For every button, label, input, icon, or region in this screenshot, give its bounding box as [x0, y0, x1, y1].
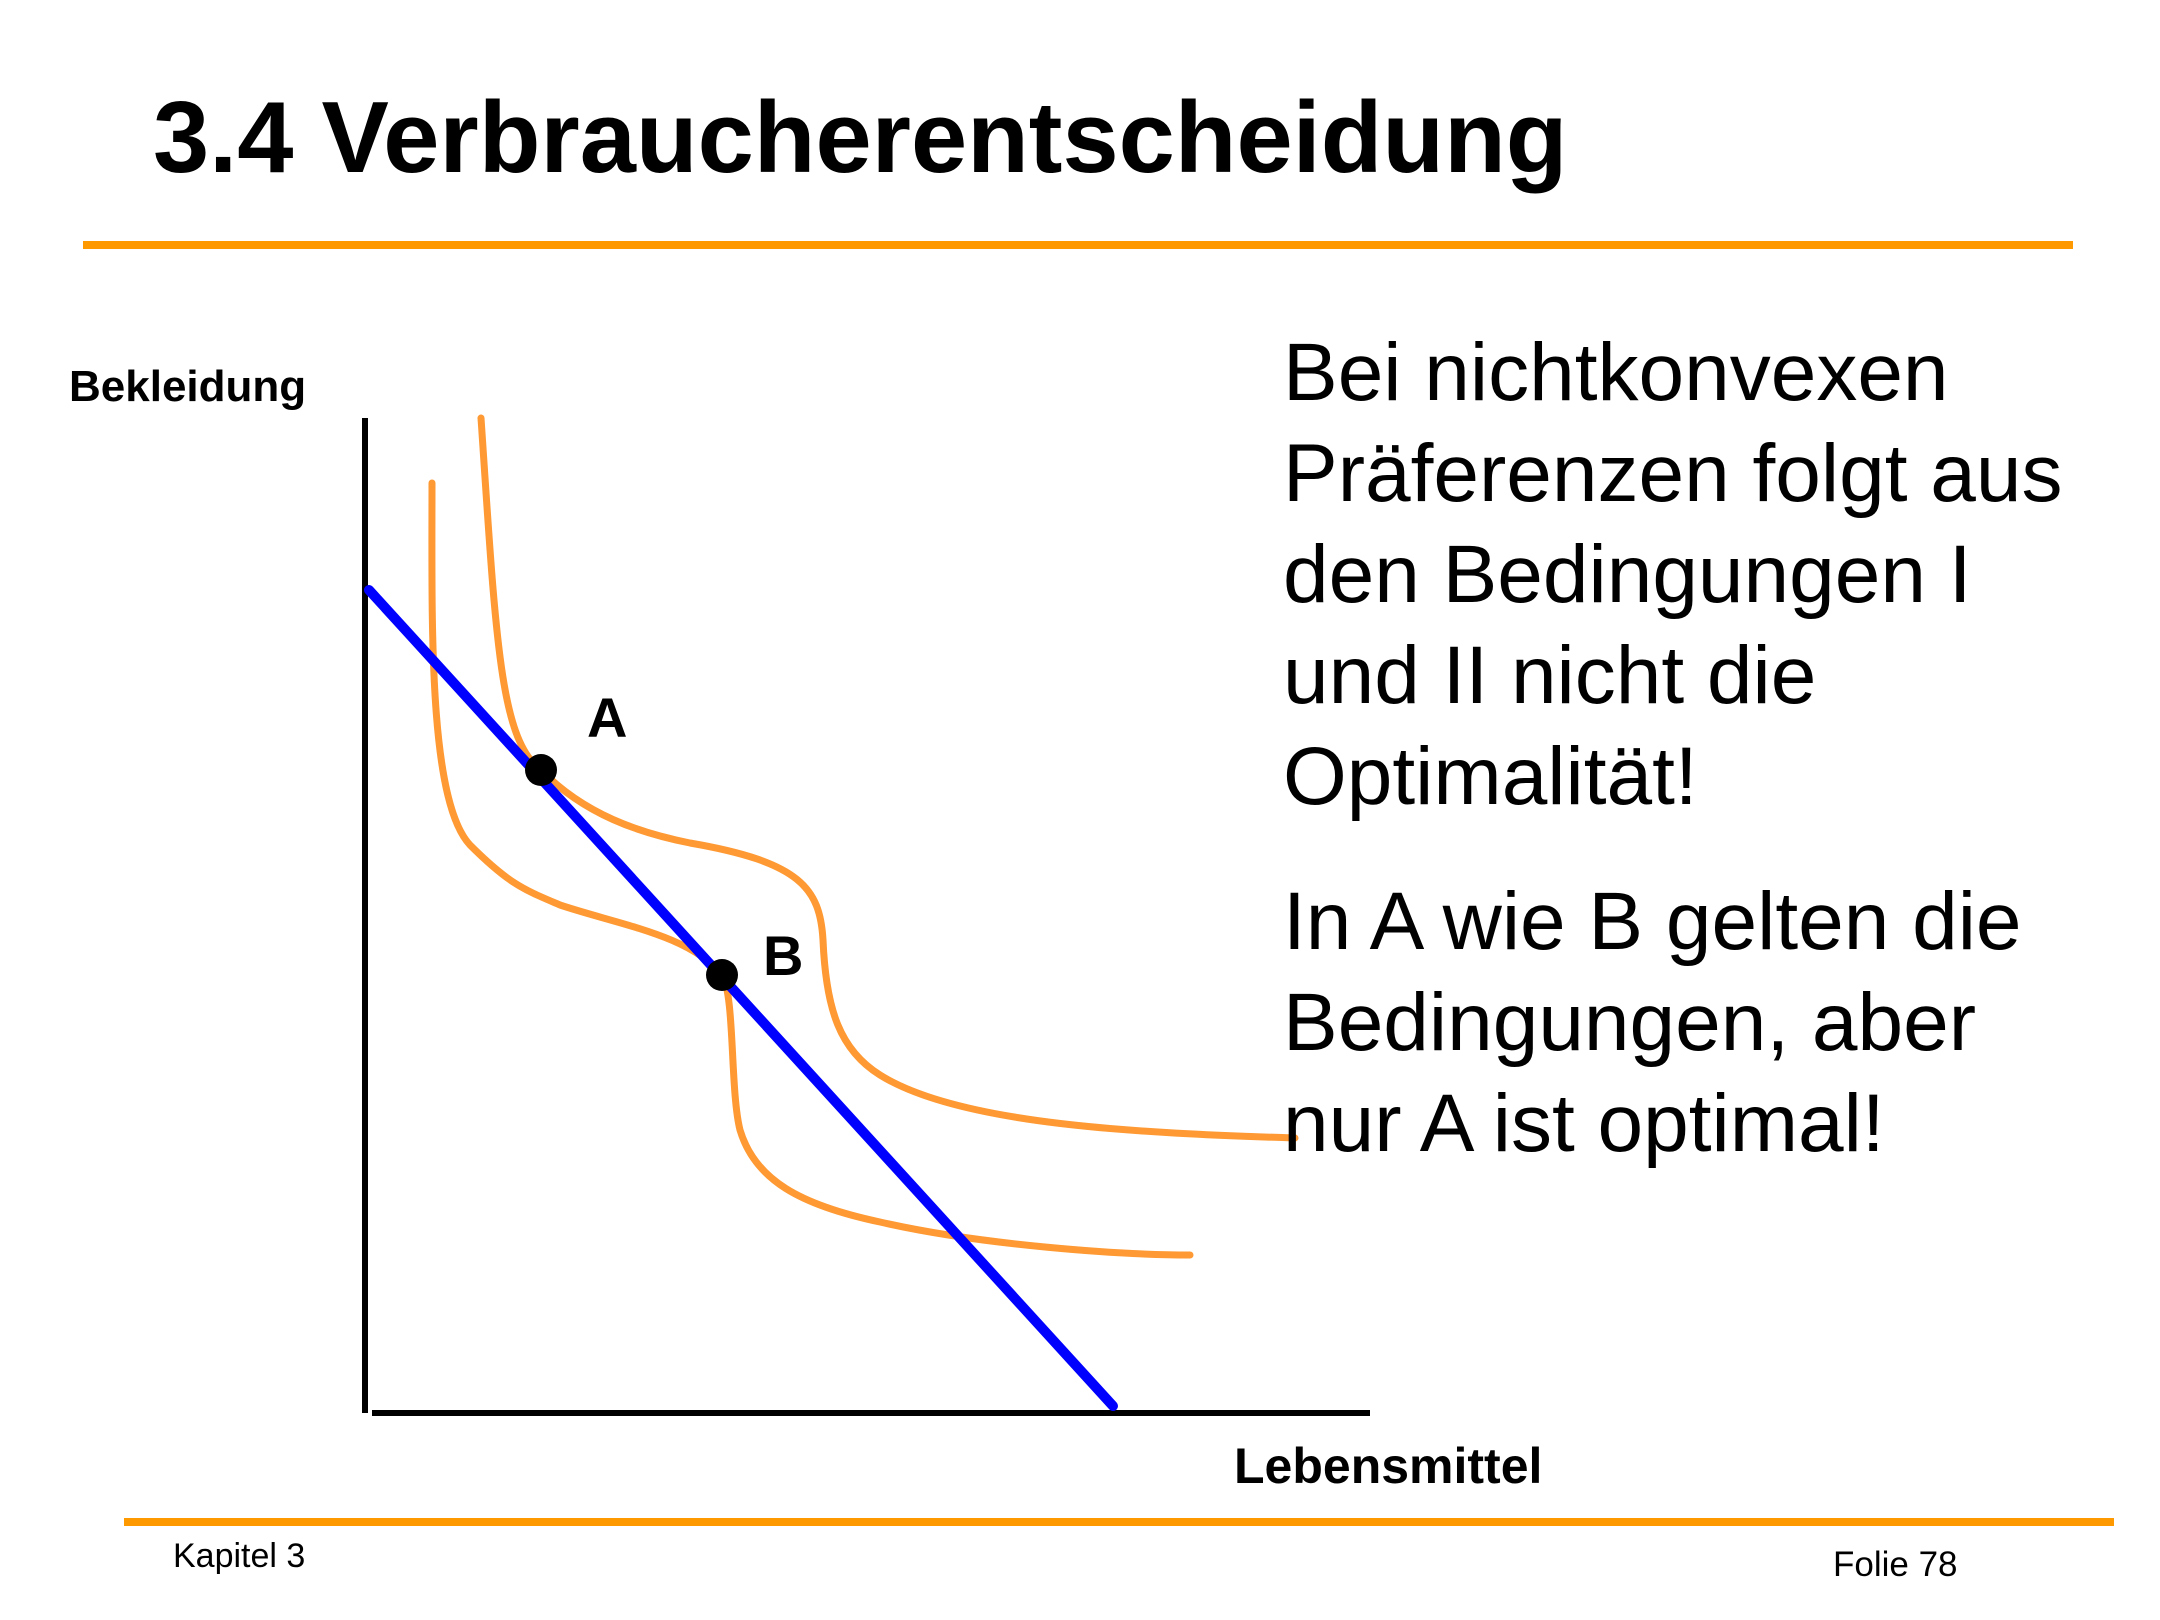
title-divider — [83, 241, 2073, 249]
footer-slide-number: Folie 78 — [1833, 1545, 1958, 1584]
footer-chapter: Kapitel 3 — [173, 1537, 306, 1575]
explanation-paragraph-2: In A wie B gelten die Bedingungen, aber … — [1283, 871, 2143, 1174]
text-line: und II nicht die — [1283, 630, 1817, 721]
explanation-paragraph-1: Bei nichtkonvexen Präferenzen folgt aus … — [1283, 322, 2143, 827]
indifference-curve-upper — [477, 414, 1299, 1142]
point-b-marker — [706, 959, 738, 991]
page-title: 3.4 Verbraucherentscheidung — [153, 82, 1568, 194]
x-axis-label: Lebensmittel — [1234, 1438, 1543, 1494]
point-b-label: B — [763, 924, 803, 987]
point-a-marker — [525, 754, 557, 786]
footer-divider — [124, 1518, 2114, 1526]
text-line: Präferenzen folgt aus — [1283, 428, 2063, 519]
budget-line — [364, 585, 1118, 1411]
text-line: Bei nichtkonvexen — [1283, 327, 1949, 418]
text-line: nur A ist optimal! — [1283, 1078, 1885, 1169]
indifference-curve-lower — [428, 479, 1194, 1259]
y-axis-label: Bekleidung — [69, 362, 307, 411]
text-line: Optimalität! — [1283, 731, 1698, 822]
explanation-text: Bei nichtkonvexen Präferenzen folgt aus … — [1283, 322, 2143, 1174]
text-line: den Bedingungen I — [1283, 529, 1972, 620]
point-a-label: A — [587, 686, 627, 749]
text-line: Bedingungen, aber — [1283, 977, 1977, 1068]
text-line: In A wie B gelten die — [1283, 876, 2022, 967]
